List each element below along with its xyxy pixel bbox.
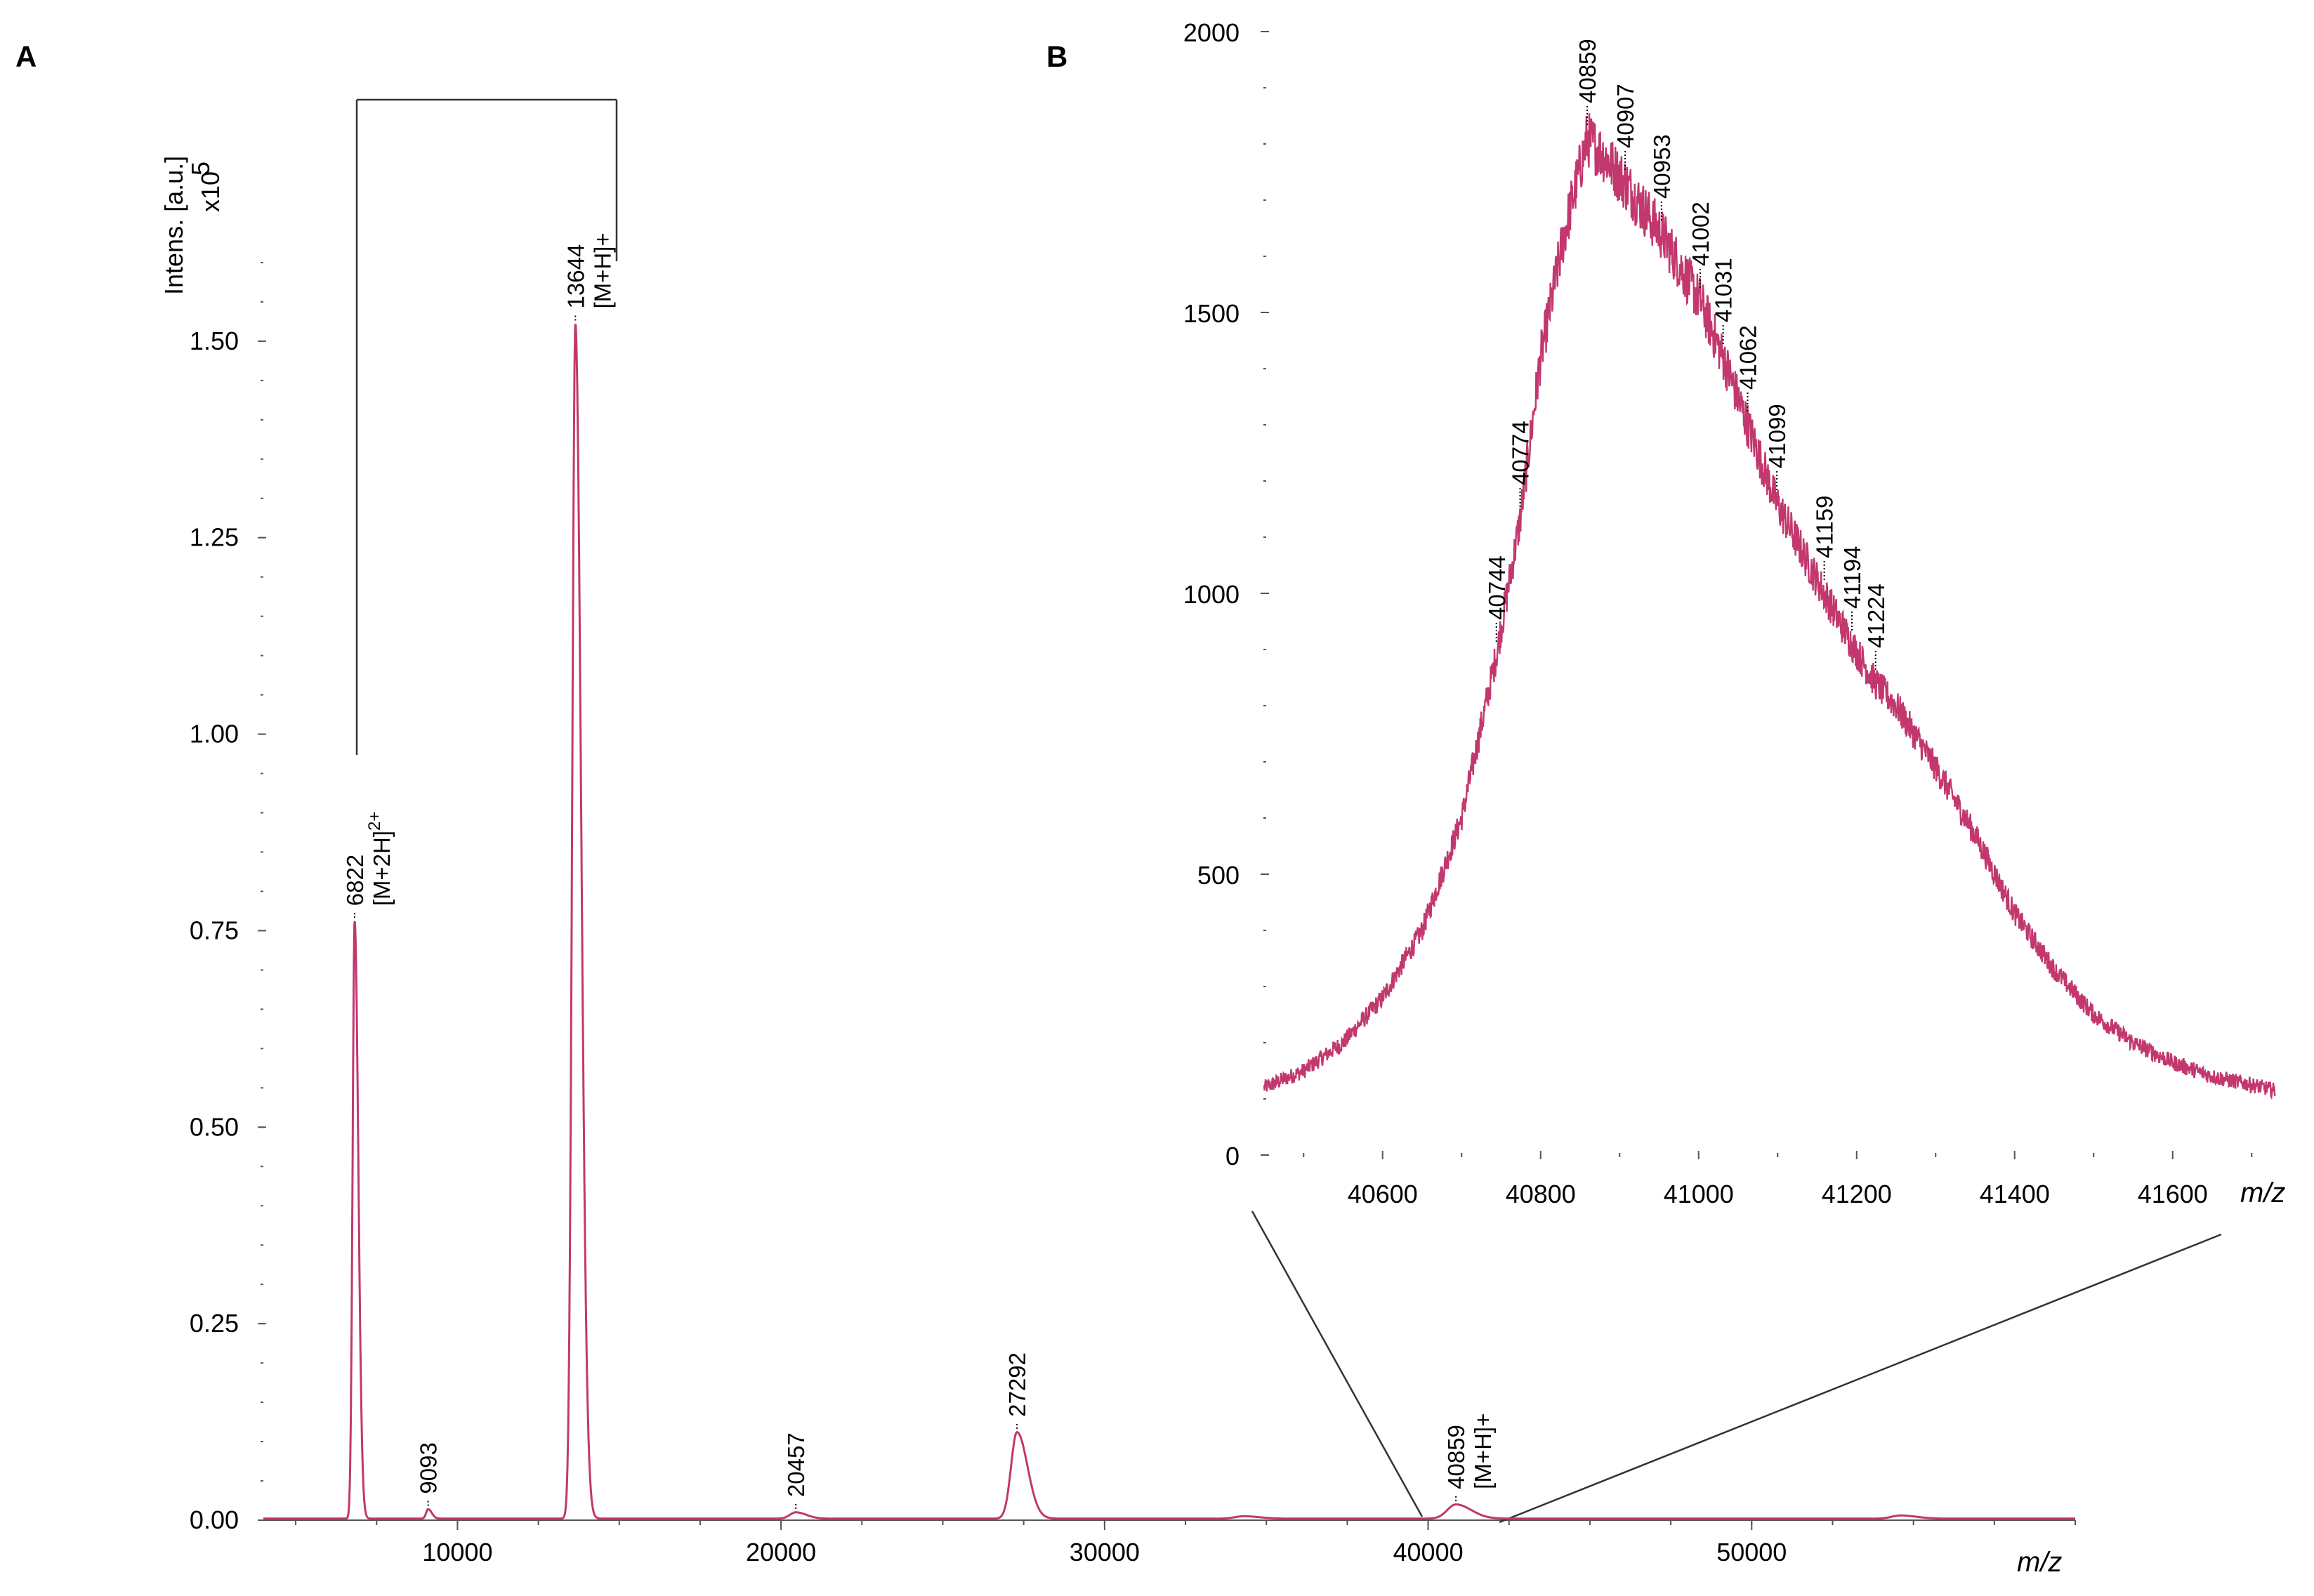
panel-b-peak-label: 40744 [1484, 555, 1510, 620]
panel-b-peak-label: 41062 [1735, 325, 1761, 390]
panel-a-peak-label: 9093 [416, 1442, 442, 1493]
panel-b-y-tick-label: 2000 [1183, 18, 1240, 47]
panel-a-x-tick-label: 50000 [1716, 1538, 1787, 1567]
zoom-line-left [1251, 1211, 1424, 1517]
panel-b-peak-label: 41002 [1688, 202, 1714, 266]
panel-b-peak-label: 40953 [1649, 134, 1675, 199]
panel-b-y-tick-label: 1000 [1183, 580, 1240, 609]
panel-a-x-tick-label: 10000 [422, 1538, 492, 1567]
panel-a-y-tick-label: 1.50 [190, 327, 239, 355]
panel-b-y-tick-label: 0 [1225, 1142, 1240, 1170]
panel-a-peak-label: 13644 [563, 244, 589, 309]
panel-b-x-tick-label: 41000 [1664, 1180, 1734, 1208]
panel-b-peak-label: 41031 [1711, 258, 1737, 322]
panel-a-peak-label: 27292 [1004, 1352, 1030, 1417]
panel-a-x-tick-label: 40000 [1393, 1538, 1464, 1567]
panel-a-x-tick-label: 20000 [746, 1538, 816, 1567]
panel-a-peak-label: 40859 [1443, 1425, 1469, 1489]
panel-a-ion-label: [M+H]+ [1470, 1413, 1496, 1489]
panel-b-y-tick-label: 1500 [1183, 299, 1240, 328]
panel-b-y-tick-label: 500 [1197, 861, 1240, 890]
panel-a-x-tick-label: 30000 [1070, 1538, 1140, 1567]
panel-b-peak-label: 40859 [1575, 39, 1600, 103]
panel-b-x-tick-label: 41600 [2138, 1180, 2208, 1208]
panel-a-chart: Intens. [a.u.] x10 5 m/z 0.00 0.25 0.50 0.7… [159, 98, 2222, 1578]
panel-b-spectrum-trace [1263, 113, 2276, 1100]
panel-b-peak-label: 40907 [1612, 84, 1638, 148]
panel-a-y-tick-label: 1.25 [190, 523, 239, 552]
panel-b-peak-label: 41099 [1764, 404, 1790, 468]
panel-a-y-tick-label: 0.00 [190, 1505, 239, 1534]
panel-b-x-tick-label: 40600 [1348, 1180, 1418, 1208]
panel-a-ylabel: Intens. [a.u.] [159, 156, 188, 295]
panel-a-ion-label: [M+H]+ [589, 232, 615, 308]
panel-a-y-multiplier-exp: 5 [186, 161, 215, 176]
panel-a-peak-label: 20457 [783, 1432, 809, 1497]
panel-b-peak-label: 41159 [1812, 496, 1838, 558]
panel-b-xlabel: m/z [2240, 1178, 2285, 1208]
panel-a-letter: A [15, 40, 37, 73]
zoom-line-right [1499, 1233, 2222, 1524]
panel-a-y-tick-label: 1.00 [190, 720, 239, 748]
panel-a-ion-label: [M+2H]2+ [365, 812, 395, 906]
panel-b-peak-label: 41194 [1839, 546, 1865, 609]
panel-b-chart: m/z 0 500 1000 1500 2000 40600 40800 41000 41200… [1183, 18, 2286, 1208]
panel-a-y-multiplier: x10 [196, 171, 225, 212]
panel-b-letter: B [1046, 40, 1067, 73]
panel-a-y-tick-label: 0.75 [190, 916, 239, 944]
panel-a-peak-label: 6822 [342, 855, 368, 906]
panel-a-xlabel: m/z [2017, 1547, 2062, 1578]
panel-b-x-tick-label: 40800 [1506, 1180, 1576, 1208]
panel-a-spectrum-trace [263, 324, 2075, 1520]
panel-b-peak-label: 40774 [1508, 421, 1534, 485]
panel-b-peak-label: 41224 [1863, 583, 1889, 648]
panel-a-y-tick-label: 0.25 [190, 1309, 239, 1338]
panel-b-x-tick-label: 41200 [1822, 1180, 1892, 1208]
panel-b-x-tick-label: 41400 [1980, 1180, 2050, 1208]
panel-a-y-tick-label: 0.50 [190, 1112, 239, 1141]
